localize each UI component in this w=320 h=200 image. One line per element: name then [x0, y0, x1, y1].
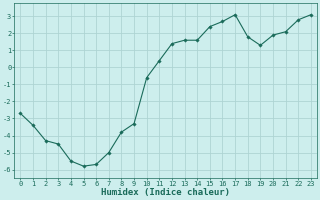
X-axis label: Humidex (Indice chaleur): Humidex (Indice chaleur)	[101, 188, 230, 197]
